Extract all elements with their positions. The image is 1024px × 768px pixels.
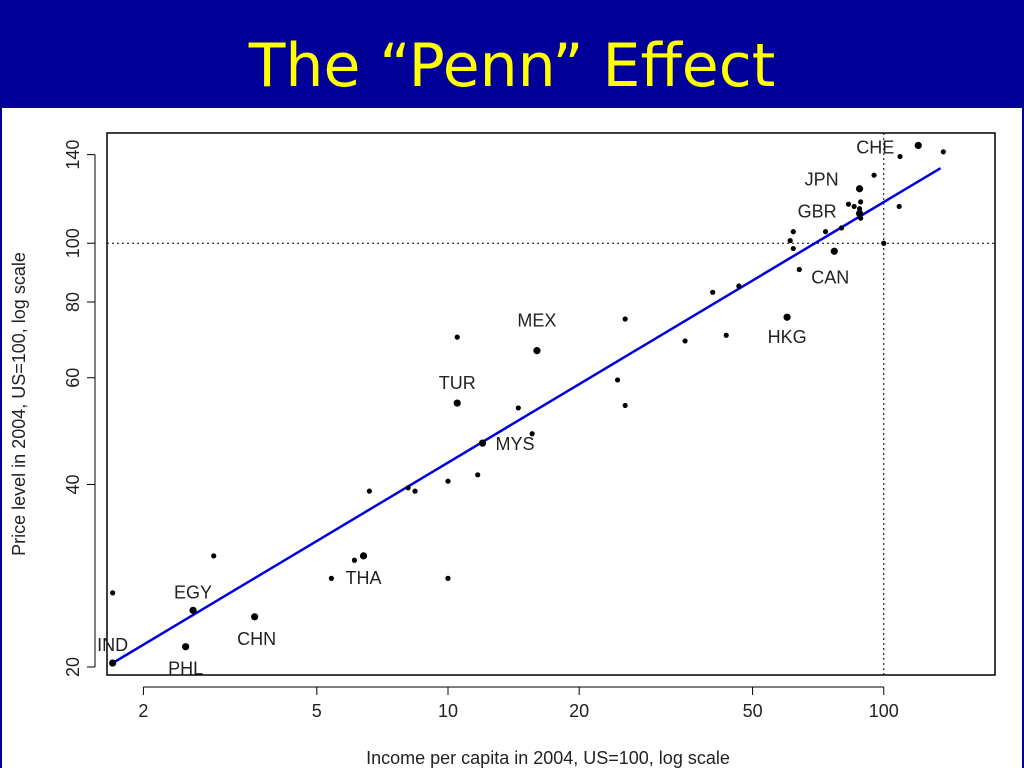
y-tick-label: 60 — [63, 368, 83, 388]
data-point — [881, 240, 887, 246]
labeled-point-tha — [359, 552, 368, 560]
data-point — [851, 203, 857, 210]
data-point — [790, 229, 796, 235]
fit-line-group — [112, 167, 942, 665]
data-point — [940, 149, 946, 155]
data-point — [366, 488, 372, 494]
data-point — [211, 553, 217, 559]
x-tick-label: 100 — [869, 701, 899, 721]
labeled-point-hkg — [783, 313, 791, 321]
data-point — [822, 229, 829, 235]
reference-lines — [107, 133, 995, 675]
data-point — [787, 238, 793, 244]
data-point — [682, 338, 688, 344]
y-tick-label: 100 — [63, 228, 83, 258]
x-tick-label: 50 — [743, 701, 763, 721]
data-point — [445, 575, 451, 581]
x-tick-label: 20 — [569, 701, 589, 721]
data-point — [445, 478, 451, 484]
y-tick-label: 20 — [63, 657, 83, 677]
x-axis-title: Income per capita in 2004, US=100, log s… — [366, 748, 730, 768]
data-point — [871, 172, 877, 178]
data-point — [614, 377, 621, 383]
data-point — [736, 283, 742, 289]
data-point — [858, 199, 864, 205]
data-point — [351, 557, 358, 563]
data-point — [790, 245, 796, 252]
points-group — [109, 141, 946, 667]
data-point — [515, 405, 521, 411]
labeled-point-gbr — [855, 209, 864, 218]
data-point — [845, 201, 852, 207]
point-label-che: CHE — [856, 137, 894, 157]
y-axis: 20 40 60 80 100 140 — [63, 140, 96, 677]
data-point — [838, 225, 845, 231]
point-label-ind: IND — [97, 635, 128, 655]
labeled-point-ind — [109, 659, 117, 667]
point-label-tha: THA — [346, 568, 382, 588]
point-label-chn: CHN — [237, 629, 276, 649]
point-label-tur: TUR — [439, 373, 476, 393]
data-point — [412, 488, 418, 494]
data-point — [796, 266, 802, 273]
labeled-point-phl — [182, 643, 190, 651]
x-tick-label: 2 — [138, 701, 148, 721]
data-point — [475, 472, 481, 478]
point-label-gbr: GBR — [798, 201, 837, 221]
data-point — [529, 431, 535, 437]
right-border — [1022, 108, 1024, 768]
data-point — [622, 402, 628, 409]
point-label-can: CAN — [811, 267, 849, 287]
labeled-point-egy — [189, 606, 197, 614]
left-border — [0, 108, 2, 768]
x-tick-label: 5 — [312, 701, 322, 721]
data-point — [896, 203, 902, 210]
y-tick-label: 40 — [63, 474, 83, 494]
scatter-chart: 2 5 10 20 50 100 20 40 60 80 100 140 IND PHL EGY CHN T… — [9, 132, 996, 768]
labeled-point-jpn — [855, 185, 864, 193]
point-label-egy: EGY — [174, 582, 212, 602]
title-bar — [0, 0, 1024, 108]
slide-title: The “Penn” Effect — [248, 31, 776, 101]
data-point — [110, 590, 116, 596]
x-tick-label: 10 — [438, 701, 458, 721]
labeled-point-chn — [251, 613, 259, 621]
labeled-point-mex — [533, 347, 541, 355]
labeled-point-mys — [478, 439, 487, 447]
plot-frame — [106, 132, 996, 676]
data-point — [405, 485, 411, 491]
data-point — [328, 575, 334, 581]
point-label-mys: MYS — [495, 434, 534, 454]
labeled-point-che — [914, 141, 922, 150]
data-point — [723, 332, 729, 338]
fit-line — [112, 167, 942, 665]
point-labels-group: IND PHL EGY CHN THA TUR MYS MEX HKG CAN GBR JPN CHE — [97, 137, 894, 678]
x-axis: 2 5 10 20 50 100 — [138, 686, 899, 721]
point-label-jpn: JPN — [805, 170, 839, 190]
data-point — [856, 206, 863, 212]
data-point — [710, 289, 716, 295]
data-point — [897, 153, 903, 160]
point-label-mex: MEX — [517, 311, 556, 331]
labeled-point-tur — [453, 399, 461, 407]
y-axis-title: Price level in 2004, US=100, log scale — [9, 252, 29, 556]
data-point — [454, 334, 460, 340]
y-tick-label: 80 — [63, 292, 83, 312]
y-tick-label: 140 — [63, 140, 83, 170]
point-label-hkg: HKG — [768, 327, 807, 347]
point-label-phl: PHL — [168, 659, 203, 679]
labeled-point-can — [830, 247, 838, 255]
data-point — [622, 316, 628, 322]
